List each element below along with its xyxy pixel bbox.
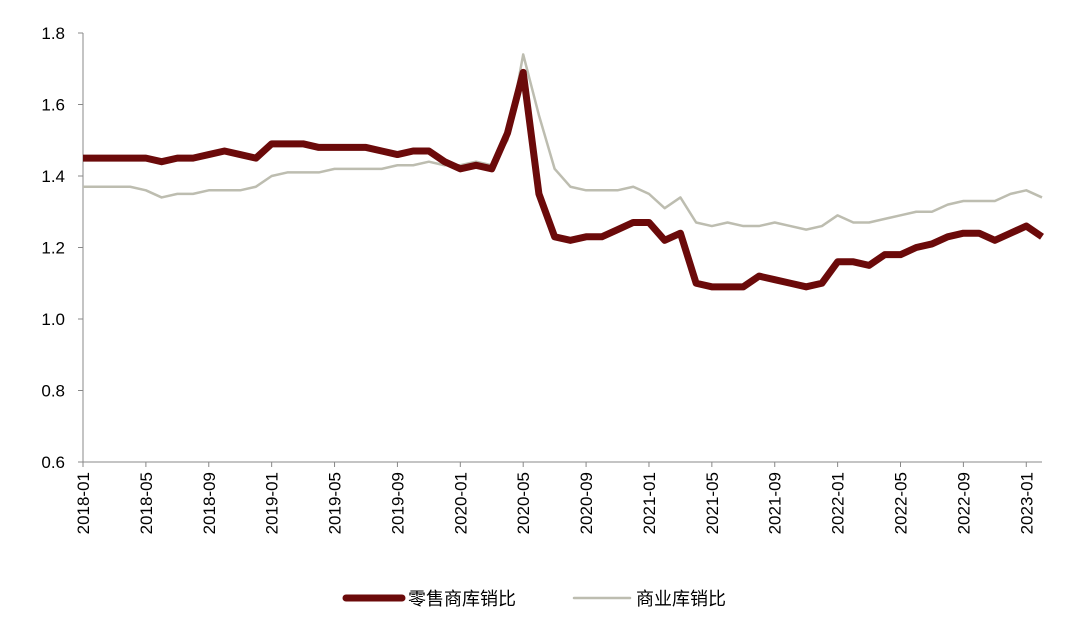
x-tick-label: 2021-09: [766, 472, 785, 534]
x-tick-label: 2022-01: [829, 472, 848, 534]
y-tick-label: 0.8: [41, 382, 65, 401]
y-tick-label: 1.8: [41, 24, 65, 43]
x-tick-label: 2019-09: [388, 472, 407, 534]
legend-label: 零售商库销比: [408, 589, 516, 610]
x-tick-label: 2018-09: [200, 472, 219, 534]
x-tick-label: 2021-05: [703, 472, 722, 534]
x-tick-label: 2021-01: [640, 472, 659, 534]
series-line-commercial: [83, 53, 1043, 231]
x-tick-label: 2020-05: [514, 472, 533, 534]
x-tick-label: 2020-01: [451, 472, 470, 534]
legend: 零售商库销比 商业库销比: [342, 589, 726, 610]
x-tick-label: 2019-01: [263, 472, 282, 534]
y-tick-label: 1.4: [41, 167, 65, 186]
x-tick-label: 2022-05: [892, 472, 911, 534]
x-tick-label: 2023-01: [1017, 472, 1036, 534]
x-tick-label: 2018-05: [137, 472, 156, 534]
y-tick-label: 0.6: [41, 453, 65, 472]
y-tick-label: 1.0: [41, 310, 65, 329]
x-tick-label: 2020-09: [577, 472, 596, 534]
series-layer: [83, 53, 1044, 291]
y-tick-label: 1.6: [41, 96, 65, 115]
legend-label: 商业库销比: [636, 589, 726, 610]
x-axis: 2018-01 2018-05 2018-09 2019-01 2019-05 2019-…: [74, 461, 1042, 534]
x-tick-label: 2018-01: [74, 472, 93, 534]
series-line-retail: [83, 68, 1044, 291]
y-tick-label: 1.2: [41, 239, 65, 258]
x-tick-label: 2022-09: [954, 472, 973, 534]
y-axis: 0.6 0.8 1.0 1.2 1.4 1.6 1.8: [41, 24, 84, 472]
x-tick-label: 2019-05: [326, 472, 345, 534]
